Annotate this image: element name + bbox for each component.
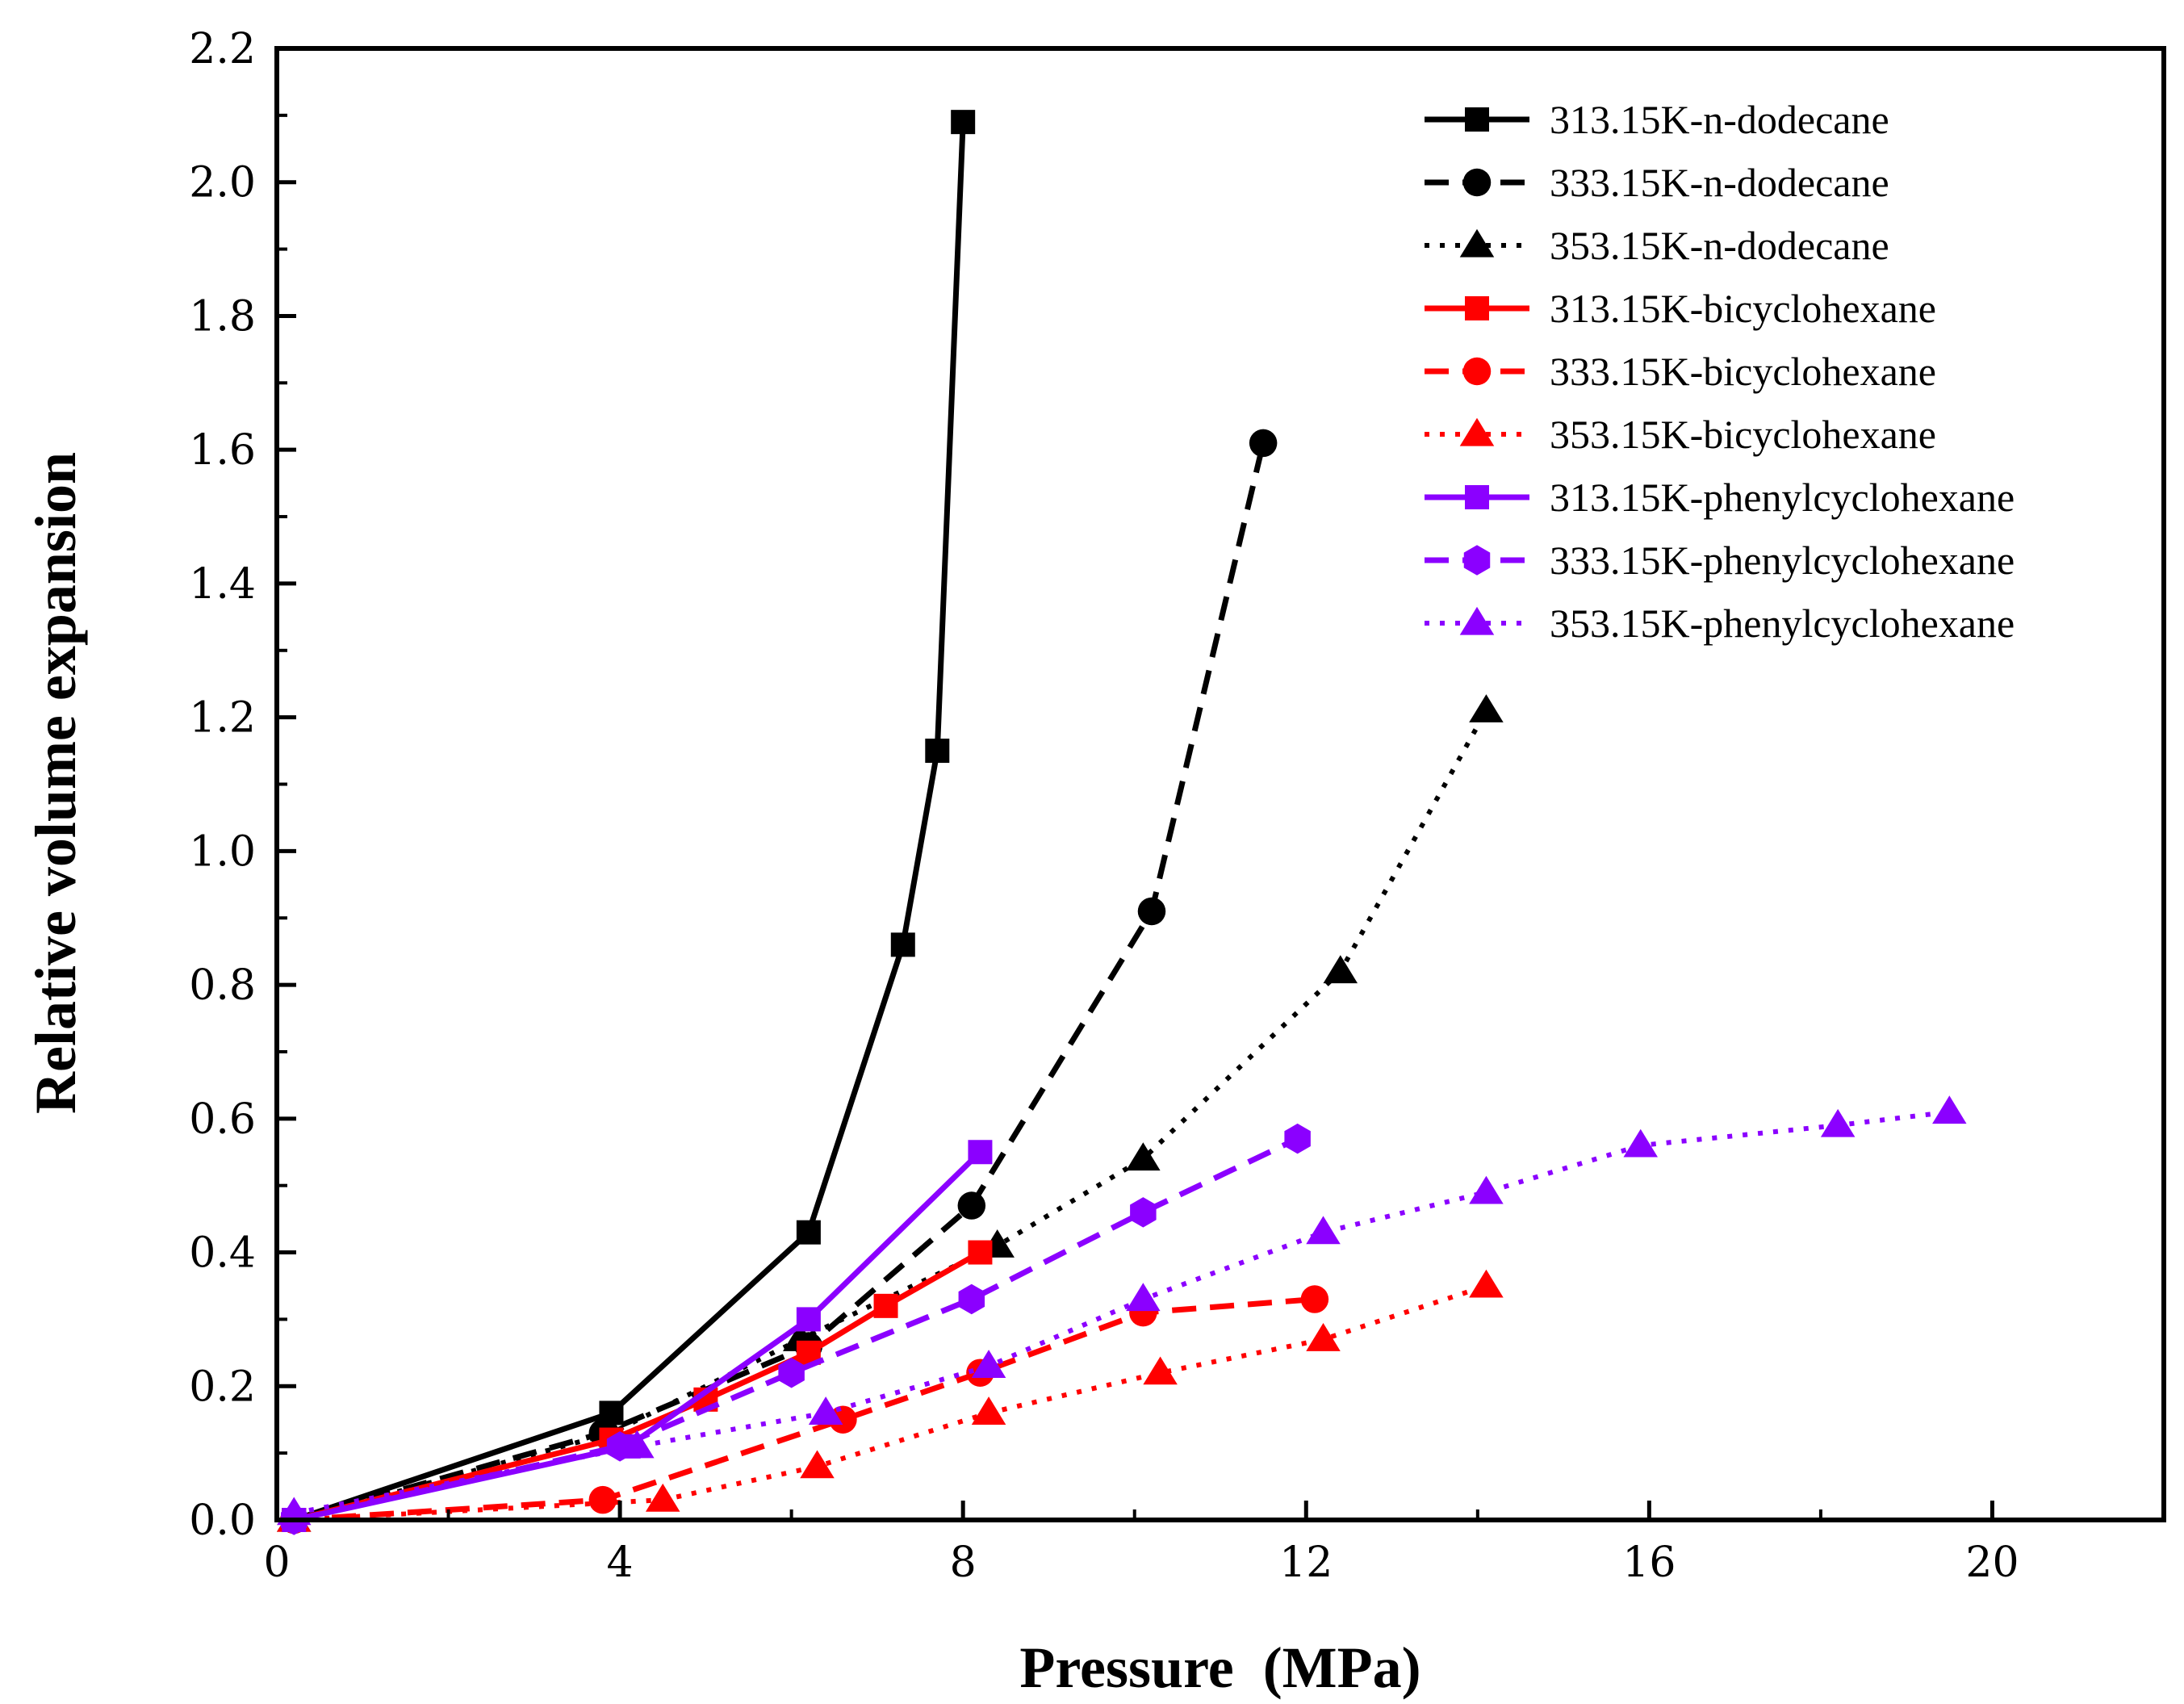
data-point xyxy=(925,739,950,764)
data-point xyxy=(796,1307,821,1332)
data-point xyxy=(873,1293,898,1318)
data-point xyxy=(778,1357,805,1388)
legend-marker xyxy=(1462,357,1492,386)
y-tick-label: 1.4 xyxy=(189,560,256,609)
data-point xyxy=(1249,429,1278,458)
data-point xyxy=(588,1485,617,1514)
legend-label: 333.15K-n-dodecane xyxy=(1550,160,1889,205)
data-point xyxy=(1469,1269,1504,1298)
y-tick-label: 1.0 xyxy=(189,827,256,876)
data-point xyxy=(890,932,915,957)
data-point xyxy=(968,1140,993,1165)
data-point xyxy=(971,1350,1006,1378)
data-point xyxy=(808,1396,843,1425)
data-point xyxy=(1323,955,1358,984)
legend-marker xyxy=(1459,606,1495,635)
x-tick-label: 4 xyxy=(607,1539,634,1587)
data-point xyxy=(957,1191,986,1220)
series-line xyxy=(293,709,1489,1522)
legend-label: 353.15K-bicyclohexane xyxy=(1550,412,1936,457)
x-axis-title: Pressure (MPa) xyxy=(1019,1635,1420,1700)
legend-label: 333.15K-bicyclohexane xyxy=(1550,349,1936,394)
x-tick-label: 8 xyxy=(950,1539,977,1587)
data-point xyxy=(1126,1142,1161,1171)
data-point xyxy=(1623,1128,1658,1158)
data-point xyxy=(829,1405,857,1434)
data-point xyxy=(1306,1216,1341,1245)
series-9 xyxy=(276,1095,1967,1526)
y-axis-title: Relative volume expansion xyxy=(23,452,88,1114)
legend-marker xyxy=(1465,107,1489,132)
y-tick-label: 0.4 xyxy=(189,1229,256,1278)
legend-item: 333.15K-n-dodecane xyxy=(1425,160,1889,205)
x-tick-label: 0 xyxy=(263,1539,290,1587)
series-line xyxy=(293,442,1266,1523)
legend-item: 313.15K-n-dodecane xyxy=(1425,97,1889,142)
y-tick-label: 0.8 xyxy=(189,961,256,1010)
data-point xyxy=(1130,1197,1157,1228)
legend-marker xyxy=(1465,296,1489,320)
legend-item: 333.15K-phenylcyclohexane xyxy=(1425,538,2015,583)
x-tick-label: 12 xyxy=(1279,1539,1333,1587)
series-line xyxy=(293,1109,1950,1516)
series-line xyxy=(293,122,966,1523)
legend-label: 353.15K-phenylcyclohexane xyxy=(1550,601,2015,646)
data-point xyxy=(1143,1356,1178,1385)
data-point xyxy=(1284,1123,1311,1154)
legend-marker xyxy=(1462,168,1492,197)
legend-item: 313.15K-bicyclohexane xyxy=(1425,286,1936,331)
data-point xyxy=(951,110,976,135)
series-6 xyxy=(276,1269,1504,1532)
y-tick-label: 0.6 xyxy=(189,1095,256,1144)
data-point xyxy=(1932,1095,1967,1124)
legend-label: 313.15K-n-dodecane xyxy=(1550,97,1889,142)
legend-label: 313.15K-phenylcyclohexane xyxy=(1550,475,2015,520)
legend-item: 353.15K-bicyclohexane xyxy=(1425,412,1936,457)
plot-frame xyxy=(274,46,2166,1522)
legend-item: 313.15K-phenylcyclohexane xyxy=(1425,475,2015,520)
data-point xyxy=(620,1430,655,1459)
data-point xyxy=(800,1450,835,1479)
y-tick-label: 2.0 xyxy=(189,159,256,207)
legend-marker xyxy=(1465,485,1489,509)
legend-item: 333.15K-bicyclohexane xyxy=(1425,349,1936,394)
data-point xyxy=(1306,1323,1341,1351)
legend-label: 313.15K-bicyclohexane xyxy=(1550,286,1936,331)
y-tick-label: 2.2 xyxy=(189,25,256,73)
data-point xyxy=(971,1396,1006,1425)
legend-label: 333.15K-phenylcyclohexane xyxy=(1550,538,2015,583)
legend-item: 353.15K-phenylcyclohexane xyxy=(1425,601,2015,646)
y-tick-label: 1.2 xyxy=(189,694,256,743)
data-point xyxy=(1820,1108,1856,1137)
x-tick-label: 20 xyxy=(1965,1539,2019,1587)
data-point xyxy=(1137,897,1166,926)
data-point xyxy=(1300,1285,1329,1313)
legend-item: 353.15K-n-dodecane xyxy=(1425,223,1889,268)
series-1 xyxy=(282,110,976,1532)
legend-marker xyxy=(1459,417,1495,446)
legend-marker xyxy=(1459,228,1495,257)
legend-marker xyxy=(1463,545,1491,576)
y-tick-label: 1.6 xyxy=(189,426,256,475)
legend: 313.15K-n-dodecane 333.15K-n-dodecane 353.… xyxy=(1425,97,2015,646)
y-tick-label: 0.2 xyxy=(189,1363,256,1411)
data-point xyxy=(1469,694,1504,722)
y-tick-label: 0.0 xyxy=(189,1497,256,1545)
data-point xyxy=(1126,1283,1161,1312)
series-line xyxy=(293,1250,982,1523)
y-tick-label: 1.8 xyxy=(189,292,256,341)
data-point xyxy=(1469,1175,1504,1204)
x-tick-label: 16 xyxy=(1622,1539,1676,1587)
data-point xyxy=(796,1220,821,1245)
legend-label: 353.15K-n-dodecane xyxy=(1550,223,1889,268)
data-point xyxy=(958,1283,985,1315)
data-point xyxy=(968,1240,993,1265)
data-point xyxy=(645,1483,680,1512)
